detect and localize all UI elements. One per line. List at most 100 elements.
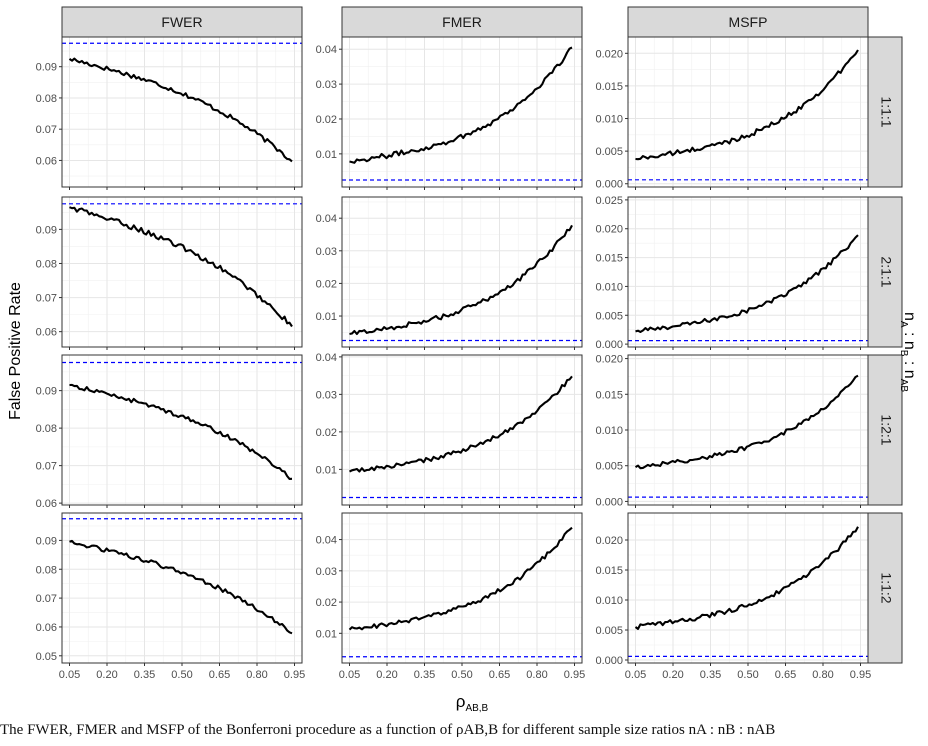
y-tick-label: 0.000 (595, 179, 623, 191)
series-line (69, 206, 293, 328)
y-tick-label: 0.005 (595, 146, 623, 158)
row-strip-label: 1:1:1 (878, 96, 894, 127)
x-tick-label: 0.50 (451, 669, 472, 681)
x-tick-label: 0.50 (737, 669, 758, 681)
series-line (68, 57, 293, 163)
strips-layer: FWER FMER MSFP 1:1:1 2:1:1 1:2:1 1:1:2 (61, 6, 903, 664)
y-tick-label: 0.020 (595, 48, 623, 60)
column-strip-fmer: FMER (341, 6, 583, 38)
y-tick-label: 0.03 (316, 389, 337, 401)
row-strip-bg (867, 196, 903, 348)
panel-1-1-1-fmer: 0.01 0.02 0.03 0.04 (316, 36, 583, 190)
series-line (634, 526, 859, 630)
column-strip-bg (61, 6, 303, 38)
x-axis-title: ρAB,B (456, 692, 489, 714)
y-tick-label: 0.020 (595, 535, 623, 547)
x-tick-label: 0.95 (564, 669, 585, 681)
row-strip-sub-AB: AB (898, 379, 909, 393)
series-line (349, 375, 573, 473)
y-tick-label: 0.07 (36, 293, 57, 305)
row-strip-sub-A: A (898, 321, 909, 328)
figure-caption: The FWER, FMER and MSFP of the Bonferron… (0, 722, 776, 738)
y-tick-label: 0.01 (316, 149, 337, 161)
panel-1-2-1-fwer: 0.06 0.07 0.08 0.09 (36, 354, 303, 510)
y-tick-label: 0.000 (595, 496, 623, 508)
y-tick-label: 0.09 (36, 535, 57, 547)
row-strip-label: 1:1:2 (878, 572, 894, 603)
x-tick-label: 0.35 (700, 669, 721, 681)
x-tick-label: 0.35 (134, 669, 155, 681)
y-tick-label: 0.010 (595, 114, 623, 126)
x-tick-label: 0.80 (526, 669, 547, 681)
y-tick-label: 0.03 (316, 79, 337, 91)
row-strip-bg (867, 36, 903, 188)
y-tick-label: 0.04 (316, 352, 337, 364)
x-tick-label: 0.20 (96, 669, 117, 681)
y-tick-label: 0.09 (36, 62, 57, 74)
series-line (635, 234, 859, 333)
column-strip-msfp: MSFP (627, 6, 869, 38)
y-tick-label: 0.010 (595, 595, 623, 607)
x-tick-label: 0.20 (376, 669, 397, 681)
row-strip-bg (867, 354, 903, 506)
x-tick-label: 0.65 (775, 669, 796, 681)
row-strip-sep2: : n (901, 356, 918, 378)
y-tick-label: 0.06 (36, 155, 57, 167)
y-tick-label: 0.03 (316, 566, 337, 578)
panel-1-2-1-fmer: 0.01 0.02 0.03 0.04 (316, 352, 583, 508)
x-tick-label: 0.95 (850, 669, 871, 681)
column-strip-bg (627, 6, 869, 38)
y-tick-label: 0.04 (316, 535, 337, 547)
row-strip-bg (867, 512, 903, 664)
x-axis-title-sub: AB,B (465, 703, 488, 714)
facet-chart: 0.060.070.080.090.010.020.030.040.0000.0… (7, 6, 918, 714)
y-tick-label: 0.000 (595, 339, 623, 351)
x-tick-label: 0.65 (209, 669, 230, 681)
column-strip-label: MSFP (729, 14, 768, 30)
y-tick-label: 0.09 (36, 224, 57, 236)
x-tick-label: 0.05 (59, 669, 80, 681)
y-tick-label: 0.07 (36, 593, 57, 605)
y-tick-label: 0.015 (595, 565, 623, 577)
x-tick-label: 0.20 (662, 669, 683, 681)
panels-layer: 0.060.070.080.090.010.020.030.040.0000.0… (36, 36, 871, 681)
y-tick-label: 0.015 (595, 253, 623, 265)
row-strip-1-2-1: 1:2:1 (867, 354, 903, 506)
column-strip-bg (341, 6, 583, 38)
y-tick-label: 0.05 (36, 651, 57, 663)
y-tick-label: 0.06 (36, 327, 57, 339)
column-strip-label: FWER (161, 14, 202, 30)
row-strip-1-1-1: 1:1:1 (867, 36, 903, 188)
series-line (634, 374, 859, 470)
column-strip-label: FMER (442, 14, 482, 30)
y-tick-label: 0.015 (595, 389, 623, 401)
panel-2-1-1-fmer: 0.01 0.02 0.03 0.04 (316, 196, 583, 350)
row-strip-2-1-1: 2:1:1 (867, 196, 903, 348)
y-tick-label: 0.005 (595, 310, 623, 322)
x-tick-label: 0.50 (171, 669, 192, 681)
series-line (69, 383, 293, 480)
y-tick-label: 0.06 (36, 498, 57, 510)
column-strip-fwer: FWER (61, 6, 303, 38)
x-tick-label: 0.05 (625, 669, 646, 681)
x-tick-label: 0.35 (414, 669, 435, 681)
y-tick-label: 0.01 (316, 311, 337, 323)
y-tick-label: 0.015 (595, 81, 623, 93)
row-strip-label: 2:1:1 (878, 256, 894, 287)
panel-1-1-2-fmer: 0.01 0.02 0.03 0.04 0.05 0.20 0.35 0.50 0.65 0.80… (316, 512, 585, 681)
x-tick-label: 0.80 (812, 669, 833, 681)
y-tick-label: 0.025 (595, 195, 623, 207)
panel-1-1-1-msfp: 0.000 0.005 0.010 0.015 0.020 (595, 36, 869, 191)
series-line (348, 526, 573, 631)
panel-1-1-2-msfp: 0.000 0.005 0.010 0.015 0.020 0.05 0.20 0.35 0.5… (595, 512, 871, 681)
series-line (349, 224, 573, 336)
panel-2-1-1-fwer: 0.06 0.07 0.08 0.09 (36, 196, 303, 350)
y-tick-label: 0.02 (316, 427, 337, 439)
y-tick-label: 0.06 (36, 622, 57, 634)
panel-1-2-1-msfp: 0.000 0.005 0.010 0.015 0.020 (595, 354, 869, 508)
y-tick-label: 0.020 (595, 354, 623, 366)
y-tick-label: 0.01 (316, 628, 337, 640)
x-tick-label: 0.05 (339, 669, 360, 681)
x-tick-label: 0.80 (246, 669, 267, 681)
row-strip-title-nA: n (901, 312, 918, 321)
